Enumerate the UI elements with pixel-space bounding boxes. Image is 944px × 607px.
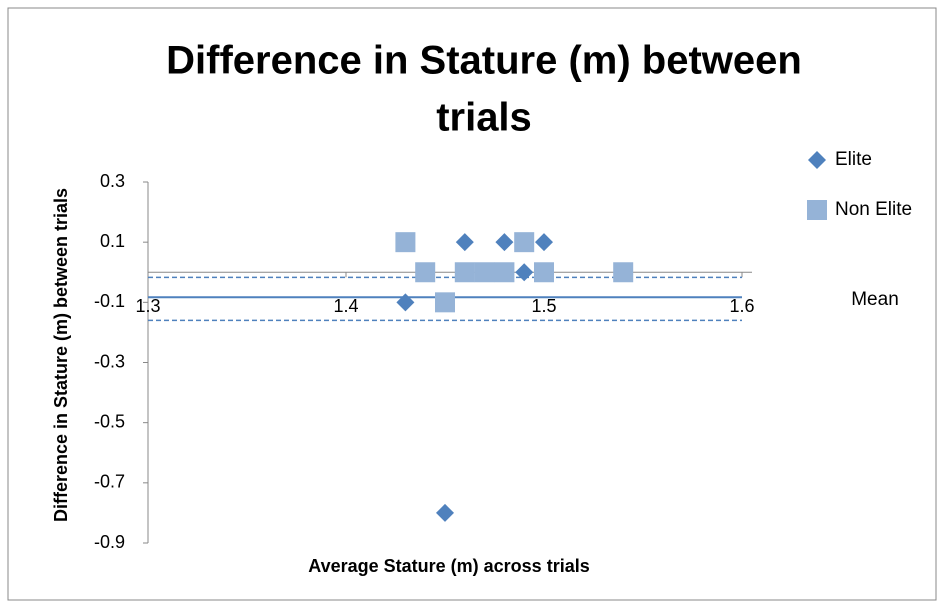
y-tick-label: -0.7 [94,472,125,492]
y-tick-label: 0.3 [100,171,125,191]
x-tick-label: 1.3 [135,296,160,316]
y-axis-title: Difference in Stature (m) between trials [51,188,71,522]
square-marker [415,262,436,283]
legend-marker [808,151,826,169]
square-marker [435,292,455,313]
y-tick-label: -0.9 [94,532,125,552]
square-marker [494,262,515,283]
y-tick-label: -0.1 [94,291,125,311]
diamond-marker [396,293,415,312]
square-marker [474,262,495,283]
y-tick-label: -0.3 [94,351,125,371]
diamond-marker [535,233,553,252]
diamond-marker [515,263,534,282]
chart-frame [7,7,937,601]
legend-marker [807,200,827,220]
x-axis-title: Average Stature (m) across trials [308,556,589,576]
y-tick-label: 0.1 [100,231,125,251]
square-marker [454,262,475,283]
legend-label: Elite [835,149,872,170]
y-tick-label: -0.5 [94,411,125,431]
square-marker [613,262,634,283]
legend-label: Non Elite [835,199,912,220]
x-tick-label: 1.6 [729,296,754,316]
square-marker [395,232,416,253]
diamond-marker [455,233,474,252]
chart-title-line: trials [436,96,532,140]
reference-label: Mean [851,289,899,310]
chart-title-line: Difference in Stature (m) between [166,39,802,83]
square-marker [534,262,554,283]
diamond-marker [495,233,514,252]
square-marker [514,232,535,253]
x-tick-label: 1.5 [531,296,556,316]
diamond-marker [436,503,454,522]
x-tick-label: 1.4 [333,296,358,316]
